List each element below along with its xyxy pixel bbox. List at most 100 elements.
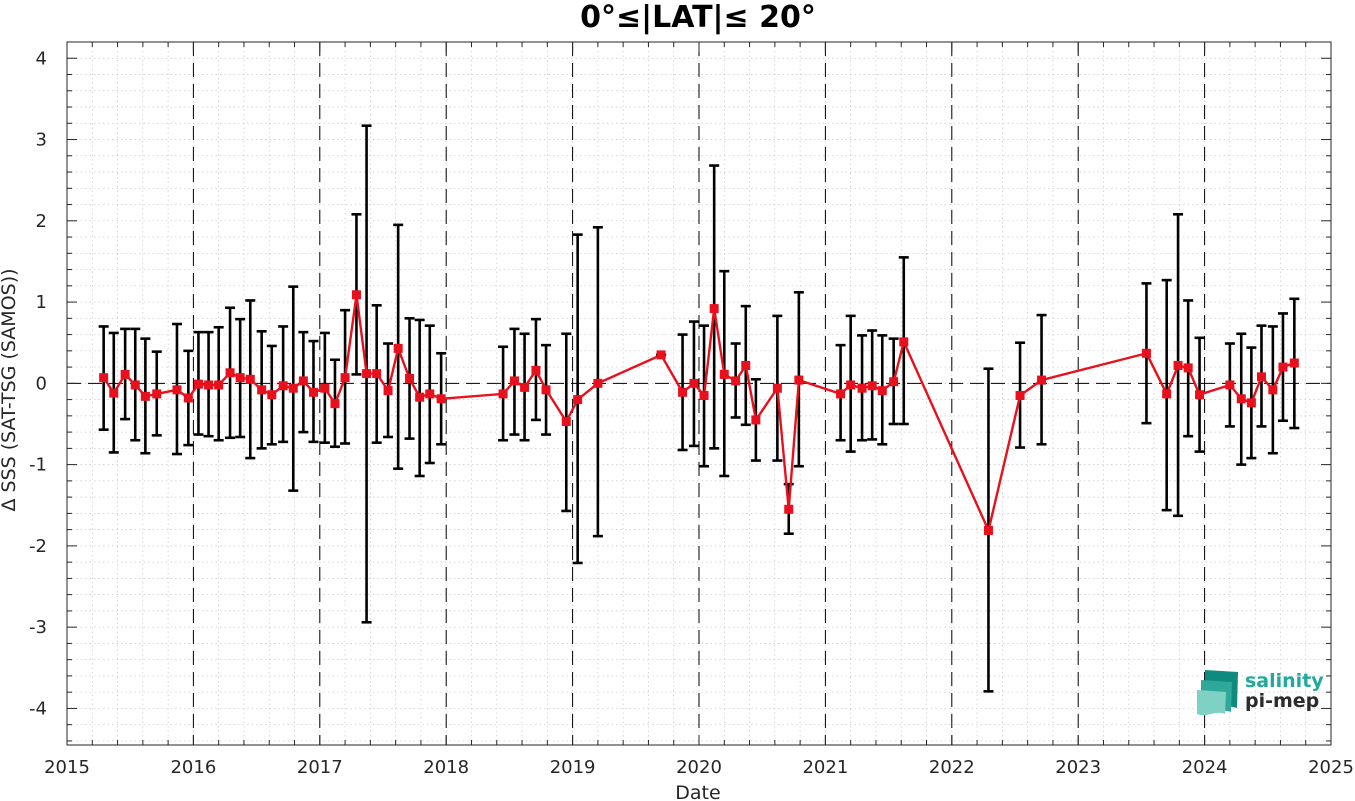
data-point: [509, 376, 519, 386]
data-point: [867, 381, 877, 391]
data-point: [130, 380, 140, 390]
x-tick-label: 2020: [676, 757, 722, 778]
data-point: [140, 391, 150, 401]
x-tick-label: 2024: [1182, 757, 1228, 778]
x-tick-label: 2023: [1055, 757, 1101, 778]
data-point: [656, 350, 666, 360]
data-point: [561, 417, 571, 427]
data-point: [699, 391, 709, 401]
data-point: [245, 374, 255, 384]
data-point: [393, 343, 403, 353]
x-tick-labels: 2015 2016 2017 2018 2019 2020 2021 2022 2023 2024…: [44, 757, 1354, 778]
data-point: [1195, 390, 1205, 400]
x-tick-label: 2025: [1308, 757, 1354, 778]
logo-wave-icon: [1197, 670, 1238, 716]
data-point: [351, 290, 361, 300]
x-tick-label: 2022: [929, 757, 975, 778]
data-point: [109, 388, 119, 398]
data-point: [772, 383, 782, 393]
data-point: [1278, 362, 1288, 372]
data-point: [1256, 372, 1266, 382]
data-point: [709, 304, 719, 314]
data-point: [741, 360, 751, 370]
data-point: [541, 385, 551, 395]
data-point: [889, 377, 899, 387]
data-point: [1246, 398, 1256, 408]
data-point: [1162, 389, 1172, 399]
data-point: [372, 369, 382, 379]
x-tick-label: 2016: [170, 757, 216, 778]
data-point: [340, 373, 350, 383]
data-point: [172, 385, 182, 395]
y-tick-label: -3: [29, 617, 47, 638]
data-point: [678, 387, 688, 397]
data-point: [836, 389, 846, 399]
year-separators: [192, 42, 1206, 745]
y-tick-label: 4: [36, 48, 47, 69]
data-point: [857, 383, 867, 393]
x-tick-label: 2021: [802, 757, 848, 778]
data-point: [383, 386, 393, 396]
data-point: [1037, 375, 1047, 385]
data-point: [899, 337, 909, 347]
y-tick-label: 1: [36, 292, 47, 313]
data-point: [520, 382, 530, 392]
data-point: [214, 380, 224, 390]
y-tick-label: 3: [36, 130, 47, 151]
logo-text-salinity: salinity: [1245, 670, 1324, 692]
data-point: [1225, 380, 1235, 390]
data-point: [204, 380, 214, 390]
x-axis-label: Date: [675, 782, 720, 801]
data-point: [719, 369, 729, 379]
data-point: [1289, 358, 1299, 368]
data-point: [983, 525, 993, 535]
data-point: [320, 383, 330, 393]
data-point: [405, 373, 415, 383]
data-point: [794, 375, 804, 385]
data-point: [298, 376, 308, 386]
data-point: [257, 385, 267, 395]
data-point: [425, 389, 435, 399]
data-point: [235, 373, 245, 383]
axis-ticks: [66, 41, 1332, 745]
data-point: [1141, 348, 1151, 358]
data-point: [1183, 363, 1193, 373]
data-point: [193, 379, 203, 389]
x-tick-label: 2015: [44, 757, 90, 778]
data-point: [183, 393, 193, 403]
data-point: [415, 392, 425, 402]
data-point: [152, 389, 162, 399]
data-point: [225, 368, 235, 378]
y-tick-label: -2: [29, 536, 47, 557]
data-point: [1268, 385, 1278, 395]
series-markers: [99, 290, 1299, 535]
data-point: [877, 386, 887, 396]
y-tick-label: 0: [36, 373, 47, 394]
x-tick-label: 2017: [297, 757, 343, 778]
x-tick-label: 2018: [423, 757, 469, 778]
data-point: [846, 380, 856, 390]
data-point: [1015, 391, 1025, 401]
data-point: [1173, 360, 1183, 370]
data-point: [751, 415, 761, 425]
y-tick-label: -1: [29, 455, 47, 476]
y-tick-label: 2: [36, 211, 47, 232]
data-point: [288, 383, 298, 393]
data-point: [784, 504, 794, 514]
data-point: [330, 399, 340, 409]
y-tick-labels: -4 -3 -2 -1 0 1 2 3 4: [29, 48, 47, 719]
data-point: [1236, 394, 1246, 404]
data-point: [308, 387, 318, 397]
data-point: [573, 395, 583, 405]
data-point: [362, 369, 372, 379]
chart-title: 0°≤|LAT|≤ 20°: [580, 0, 816, 35]
y-tick-label: -4: [29, 698, 47, 719]
data-point: [593, 378, 603, 388]
logo-text-pimep: pi-mep: [1245, 690, 1319, 712]
y-axis-label: Δ SSS (SAT-TSG (SAMOS)): [0, 268, 20, 511]
data-point: [498, 389, 508, 399]
data-point: [267, 390, 277, 400]
data-point: [120, 369, 130, 379]
